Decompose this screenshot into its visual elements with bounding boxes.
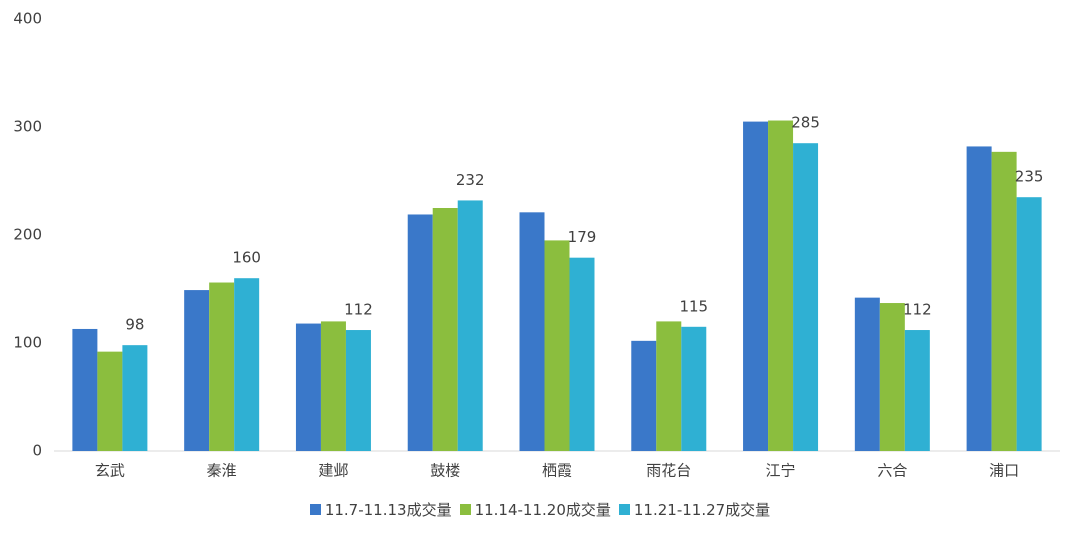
x-tick-label: 雨花台 — [646, 462, 691, 480]
legend-swatch — [459, 504, 471, 515]
data-label: 112 — [344, 301, 373, 319]
data-label: 235 — [1015, 168, 1044, 186]
y-tick-label: 100 — [13, 334, 42, 352]
bar — [544, 240, 570, 451]
bar — [407, 214, 433, 451]
bar — [457, 200, 483, 451]
legend-item: 11.7-11.13成交量 — [309, 499, 452, 520]
bar — [72, 328, 98, 451]
legend-item: 11.14-11.20成交量 — [459, 499, 611, 520]
bar — [768, 120, 794, 452]
legend-item: 11.21-11.27成交量 — [618, 499, 771, 520]
bar — [569, 257, 595, 451]
legend-label: 11.7-11.13成交量 — [324, 501, 452, 519]
bar — [1016, 197, 1042, 451]
data-label: 115 — [679, 297, 708, 315]
legend: 11.7-11.13成交量 11.14-11.20成交量 11.21-11.27成交… — [0, 499, 1080, 520]
chart: 0 100 200 300 400 玄武 98 秦淮 160 建邺 112 鼓楼 232 栖霞 179 雨花台… — [13, 10, 1060, 480]
x-tick-label: 栖霞 — [542, 462, 572, 480]
bar — [320, 321, 346, 451]
bar — [184, 290, 210, 451]
bar — [295, 323, 321, 451]
legend-label: 11.21-11.27成交量 — [633, 501, 771, 519]
x-tick-label: 建邺 — [318, 462, 348, 480]
bar — [854, 297, 880, 451]
bar — [432, 208, 458, 451]
bar — [97, 351, 123, 451]
bar — [345, 330, 371, 451]
x-tick-label: 浦口 — [989, 462, 1019, 480]
y-tick-label: 200 — [13, 226, 42, 244]
data-label: 232 — [456, 171, 485, 189]
y-tick-label: 0 — [32, 442, 42, 460]
bar — [991, 151, 1017, 451]
x-tick-label: 玄武 — [95, 462, 125, 480]
y-tick-label: 300 — [13, 118, 42, 136]
legend-label: 11.14-11.20成交量 — [474, 501, 611, 519]
bar — [519, 212, 545, 451]
data-label: 285 — [791, 114, 820, 132]
bar — [904, 330, 930, 451]
bar — [656, 321, 682, 451]
y-tick-label: 400 — [13, 10, 42, 28]
bar — [681, 326, 707, 451]
data-label: 112 — [903, 301, 932, 319]
x-tick-label: 鼓楼 — [430, 462, 460, 480]
data-label: 160 — [232, 249, 261, 267]
bar — [122, 345, 148, 451]
x-tick-label: 秦淮 — [207, 462, 237, 480]
data-label: 179 — [568, 228, 597, 246]
bar — [743, 121, 769, 451]
legend-swatch — [309, 504, 321, 515]
bar — [966, 146, 992, 451]
legend-swatch — [618, 504, 630, 515]
bar — [879, 303, 905, 451]
data-label: 98 — [125, 316, 144, 334]
bar — [793, 143, 819, 451]
bar — [209, 282, 235, 451]
bar — [631, 340, 657, 451]
bar — [234, 278, 260, 451]
x-tick-label: 六合 — [877, 462, 907, 480]
x-tick-label: 江宁 — [766, 462, 796, 480]
